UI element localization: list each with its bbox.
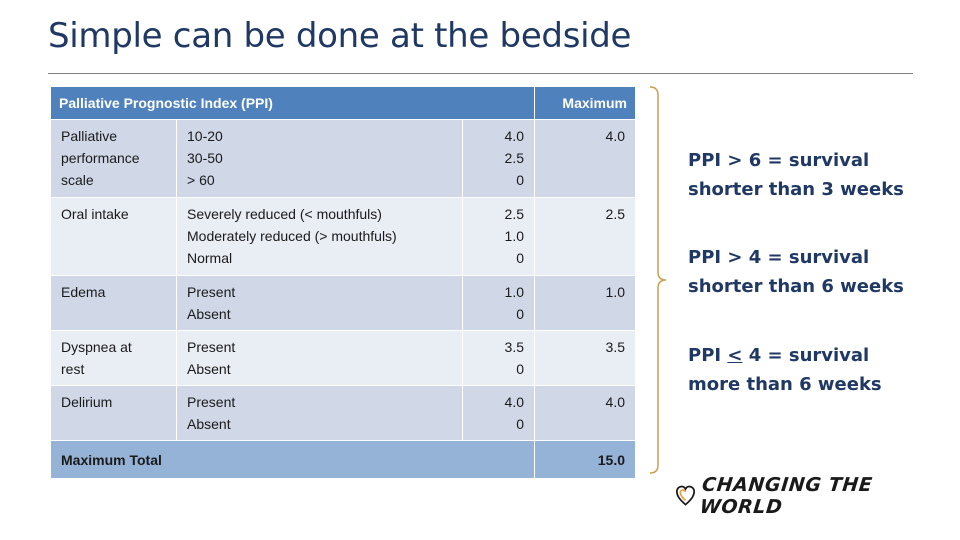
parameter-cell: Palliative performance scale bbox=[50, 119, 177, 198]
options-cell: Severely reduced (< mouthfuls) Moderatel… bbox=[176, 197, 463, 276]
scores-cell: 4.0 0 bbox=[462, 385, 535, 441]
table-header-row: Palliative Prognostic Index (PPI) Maximu… bbox=[50, 86, 636, 120]
header-index: Palliative Prognostic Index (PPI) bbox=[50, 86, 535, 120]
maximum-cell: 3.5 bbox=[534, 330, 636, 386]
table-row: Delirium Present Absent 4.0 0 4.0 bbox=[50, 385, 636, 441]
maximum-cell: 1.0 bbox=[534, 275, 636, 331]
scores-cell: 1.0 0 bbox=[462, 275, 535, 331]
right-brace-icon bbox=[649, 86, 667, 474]
prognosis-note-3: PPI < 4 = survival more than 6 weeks bbox=[688, 345, 882, 395]
total-label: Maximum Total bbox=[50, 440, 535, 479]
scores-cell: 4.0 2.5 0 bbox=[462, 119, 535, 198]
changing-the-world-logo: CHANGING THE WORLD bbox=[676, 474, 926, 518]
table-row: Palliative performance scale 10-20 30-50… bbox=[50, 119, 636, 198]
scores-cell: 2.5 1.0 0 bbox=[462, 197, 535, 276]
logo-text: CHANGING THE WORLD bbox=[698, 474, 874, 518]
prognosis-note-1: PPI > 6 = survival shorter than 3 weeks bbox=[688, 150, 904, 200]
total-row: Maximum Total 15.0 bbox=[50, 440, 636, 479]
maximum-cell: 4.0 bbox=[534, 385, 636, 441]
parameter-cell: Oral intake bbox=[50, 197, 177, 276]
title-divider bbox=[48, 73, 913, 74]
table-row: Dyspnea at rest Present Absent 3.5 0 3.5 bbox=[50, 330, 636, 386]
table-row: Oral intake Severely reduced (< mouthful… bbox=[50, 197, 636, 276]
prognosis-note-2: PPI > 4 = survival shorter than 6 weeks bbox=[688, 247, 904, 297]
options-cell: Present Absent bbox=[176, 275, 463, 331]
scores-cell: 3.5 0 bbox=[462, 330, 535, 386]
parameter-cell: Delirium bbox=[50, 385, 177, 441]
maximum-cell: 4.0 bbox=[534, 119, 636, 198]
options-cell: Present Absent bbox=[176, 385, 463, 441]
heart-shield-icon bbox=[676, 485, 696, 506]
maximum-cell: 2.5 bbox=[534, 197, 636, 276]
table-row: Edema Present Absent 1.0 0 1.0 bbox=[50, 275, 636, 331]
options-cell: Present Absent bbox=[176, 330, 463, 386]
header-maximum: Maximum bbox=[534, 86, 636, 120]
slide-title: Simple can be done at the bedside bbox=[48, 16, 632, 56]
ppi-table: Palliative Prognostic Index (PPI) Maximu… bbox=[50, 86, 636, 479]
parameter-cell: Dyspnea at rest bbox=[50, 330, 177, 386]
options-cell: 10-20 30-50 > 60 bbox=[176, 119, 463, 198]
parameter-cell: Edema bbox=[50, 275, 177, 331]
total-value: 15.0 bbox=[534, 440, 636, 479]
